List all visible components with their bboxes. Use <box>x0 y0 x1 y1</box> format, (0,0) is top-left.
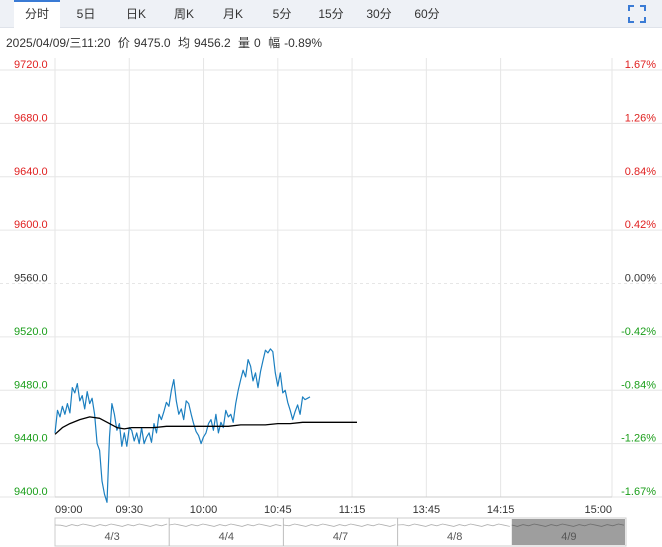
x-tick-label: 13:45 <box>413 504 441 516</box>
y-tick-right: -1.26% <box>621 433 656 445</box>
y-tick-left: 9480.0 <box>14 379 48 391</box>
price-label: 价 <box>117 36 130 50</box>
x-tick-label: 10:45 <box>264 504 292 516</box>
average-line <box>54 416 357 435</box>
y-tick-left: 9560.0 <box>14 273 48 285</box>
quote-datetime: 2025/04/09/三11:20 <box>6 36 111 50</box>
tab-monthly-k[interactable]: 月K <box>222 7 243 21</box>
tab-daily-k[interactable]: 日K <box>125 7 146 21</box>
y-tick-right: 1.67% <box>625 59 656 71</box>
navigator-trace <box>511 523 625 527</box>
period-tab-bar: 分时 5日 日K 周K 月K 5分 15分 30分 60分 <box>0 0 662 28</box>
chart-grid <box>0 58 662 498</box>
price-value: 9475.0 <box>133 36 171 50</box>
navigator-selection <box>511 519 625 545</box>
y-tick-left: 9600.0 <box>14 219 48 231</box>
tab-5day[interactable]: 5日 <box>76 7 96 21</box>
y-tick-right: 1.26% <box>625 112 656 124</box>
y-tick-right: -0.84% <box>621 379 656 391</box>
tab-60min[interactable]: 60分 <box>414 7 440 21</box>
y-tick-right: 0.84% <box>625 166 656 178</box>
price-line <box>54 348 311 503</box>
y-tick-right: -0.42% <box>621 326 656 338</box>
navigator-day-label: 4/8 <box>447 531 462 543</box>
x-tick-label: 11:15 <box>339 504 366 516</box>
navigator-trace <box>54 523 168 527</box>
y-axis-labels: 9720.0 1.67% 9680.0 1.26% 9640.0 0.84% 9600.0 0… <box>14 59 656 498</box>
x-tick-label: 14:15 <box>487 504 515 516</box>
range-navigator: 4/3 4/4 4/7 4/8 4/9 <box>54 517 627 547</box>
tab-weekly-k[interactable]: 周K <box>173 7 194 21</box>
fullscreen-icon[interactable] <box>628 5 646 23</box>
x-tick-label: 09:00 <box>55 504 83 516</box>
tab-5min[interactable]: 5分 <box>272 7 292 21</box>
tab-30min[interactable]: 30分 <box>366 7 392 21</box>
navigator-trace <box>283 523 396 527</box>
y-tick-right: 0.00% <box>625 273 656 285</box>
navigator-day-label: 4/7 <box>333 531 348 543</box>
navigator-trace <box>397 523 510 527</box>
chart-lines <box>54 348 357 503</box>
x-tick-label: 09:30 <box>116 504 144 516</box>
navigator-trace <box>169 523 282 527</box>
x-tick-label: 10:00 <box>190 504 218 516</box>
x-tick-label: 15:00 <box>584 504 612 516</box>
change-label: 幅 <box>268 36 281 50</box>
y-tick-left: 9440.0 <box>14 433 48 445</box>
y-tick-left: 9520.0 <box>14 326 48 338</box>
tab-15min[interactable]: 15分 <box>318 7 344 21</box>
volume-label: 量 <box>238 36 251 50</box>
x-axis-labels: 09:00 09:30 10:00 10:45 11:15 13:45 14:15 15:00 <box>55 504 612 516</box>
navigator-day-label: 4/3 <box>104 531 119 543</box>
avg-label: 均 <box>177 36 190 50</box>
volume-value: 0 <box>254 36 261 50</box>
y-tick-left: 9720.0 <box>14 59 48 71</box>
y-tick-left: 9640.0 <box>14 166 48 178</box>
change-value: -0.89% <box>284 36 323 50</box>
y-tick-left: 9680.0 <box>14 112 48 124</box>
y-tick-right: -1.67% <box>621 486 656 498</box>
avg-value: 9456.2 <box>193 36 231 50</box>
y-tick-left: 9400.0 <box>14 486 48 498</box>
navigator-day-label: 4/4 <box>219 531 234 543</box>
tab-intraday[interactable]: 分时 <box>14 0 60 28</box>
navigator-day-label: 4/9 <box>561 531 576 543</box>
y-tick-right: 0.42% <box>625 219 656 231</box>
